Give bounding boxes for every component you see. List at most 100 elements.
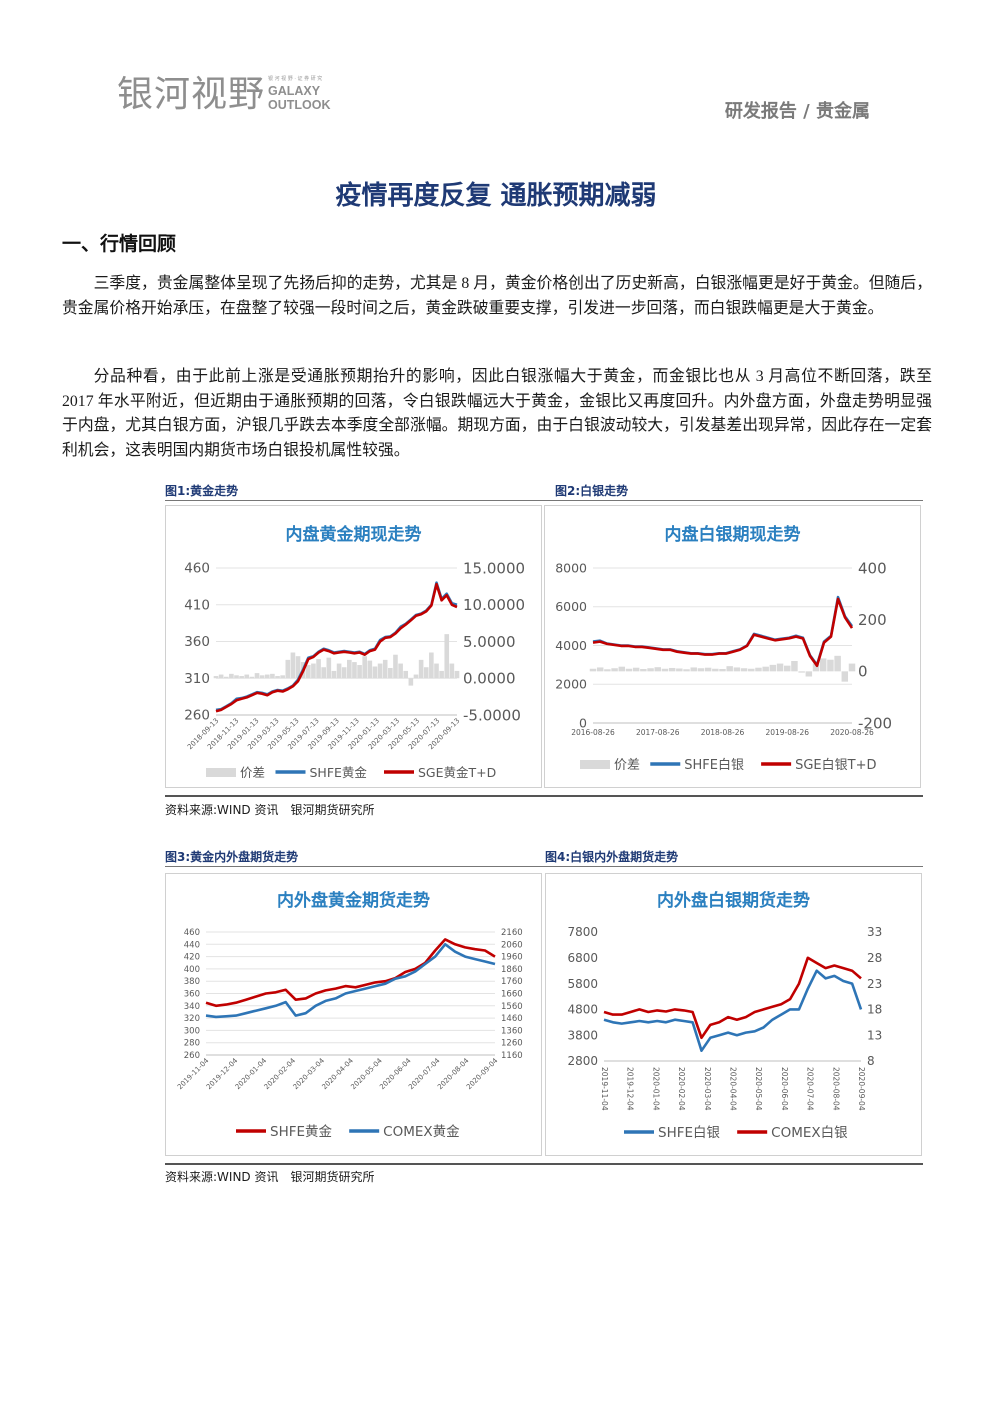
chart-2-spread-bar [798, 671, 805, 673]
chart-1-spread-bar [326, 657, 332, 679]
chart-1-spread-bar [439, 670, 444, 679]
chart-2-ytick-left: 2000 [555, 677, 587, 692]
chart-1-spread-bar [403, 670, 409, 679]
chart-4-ytick-right: 28 [867, 951, 882, 965]
chart-2-spread-bar [762, 666, 769, 672]
chart-2-ytick-right: 200 [858, 611, 887, 629]
chart-4-ytick-right: 8 [867, 1054, 875, 1068]
chart-2-spread-bar [611, 668, 618, 672]
chart-1-ytick-right: 5.0000 [463, 633, 516, 651]
chart-panel-1: 内盘黄金期现走势 460 410 360 310 260 15.0000 10.0000 5.0… [165, 505, 542, 788]
figure-row1-bottom-rule [165, 795, 923, 797]
chart-3-legend-label: SHFE黄金 [270, 1124, 333, 1140]
chart-2-ytick-left: 6000 [555, 599, 587, 614]
chart-4-series-0 [603, 969, 863, 1052]
chart-panel-4: 内外盘白银期货走势 7800 6800 5800 4800 3800 2800 33 28 23 1… [545, 873, 922, 1156]
chart-3-series-0 [205, 938, 496, 1008]
chart-2-spread-bar [704, 667, 712, 672]
chart-3-ytick-left: 320 [184, 1014, 200, 1024]
chart-2-spread-bar [848, 663, 856, 672]
chart-2-legend-label: SGE白银T+D [795, 757, 876, 773]
chart-2-ytick-left: 4000 [555, 638, 587, 653]
chart-1-ytick-left: 310 [184, 671, 210, 687]
chart-1-spread-bar [367, 660, 373, 679]
chart-3-ytick-right: 2160 [501, 928, 523, 938]
chart-2-spread-bar [784, 665, 791, 672]
chart-1-spread-bar [398, 663, 403, 679]
chart-1-spread-bar [377, 663, 383, 679]
chart-1-spread-bar [362, 656, 368, 679]
chart-2-spread-bar [740, 668, 748, 672]
chart-2-spread-bar [719, 669, 726, 672]
chart-1-spread-bar [454, 670, 460, 679]
chart-1-ytick-right: 0.0000 [463, 670, 516, 688]
chart-2-ytick-right: 0 [858, 663, 868, 681]
chart-1-ytick-right: -5.0000 [463, 706, 521, 724]
chart-2-spread-bar [769, 664, 777, 672]
chart-2-spread-bar [827, 659, 834, 672]
chart-1-ytick-right: 15.0000 [463, 559, 525, 577]
chart-2-spread-bar [604, 669, 611, 672]
chart-1-spread-bar [316, 659, 321, 679]
chart-2-spread-bar [791, 661, 798, 672]
chart-3-ytick-right: 2060 [501, 940, 523, 950]
chart-4-svg: 内外盘白银期货走势 7800 6800 5800 4800 3800 2800 33 28 23 1… [567, 890, 882, 1141]
chart-2-ytick-right: 400 [858, 559, 887, 577]
chart-2-ytick-left: 0 [579, 715, 587, 730]
chart-2-spread-bar [748, 668, 755, 672]
chart-2-svg: 内盘白银期现走势800060004000200004002000-2002016… [555, 524, 892, 773]
logo-tagline: 银 河 视 野 · 证 券 研 究 [268, 76, 323, 82]
chart-3-title: 内外盘黄金期货走势 [277, 890, 430, 911]
chart-1-title: 内盘黄金期现走势 [286, 524, 422, 545]
figure-2-caption: 图2:白银走势 [555, 484, 629, 498]
chart-1-spread-bar [418, 659, 424, 679]
chart-4-ytick-right: 33 [867, 925, 882, 939]
chart-3-ytick-left: 280 [184, 1039, 200, 1049]
chart-2-spread-bar [712, 668, 719, 672]
chart-2-spread-bar [690, 667, 697, 672]
chart-1-spread-bar [347, 659, 352, 679]
chart-1-spread-bar [223, 676, 229, 679]
chart-1-spread-bar [331, 670, 337, 679]
chart-1-spread-bar [218, 674, 224, 679]
chart-3-legend-label: COMEX黄金 [383, 1124, 460, 1140]
chart-1-ytick-right: 10.0000 [463, 596, 525, 614]
chart-3-ytick-right: 1760 [501, 977, 523, 987]
chart-4-xtick: 2020-08-04 [831, 1067, 840, 1111]
figure-row2-top-rule [165, 866, 923, 867]
chart-2-spread-bar [683, 669, 690, 672]
chart-1-spread-bar [249, 676, 255, 679]
chart-panel-3: 内外盘黄金期货走势 460 440 420 400 380 360 340 320 300 280 2… [165, 873, 542, 1156]
chart-3-ytick-right: 1160 [501, 1051, 523, 1061]
chart-2-spread-bar [589, 668, 597, 672]
chart-1-spread-bar [254, 673, 260, 679]
chart-1-spread-bar [449, 663, 455, 679]
chart-1-spread-bar [388, 667, 393, 679]
source-note-1: 资料来源:WIND 资讯 银河期货研究所 [165, 803, 375, 817]
chart-3-ytick-left: 340 [184, 1002, 200, 1012]
chart-2-spread-bar [640, 669, 647, 672]
chart-1-spread-bar [234, 675, 239, 679]
chart-1-spread-bar [239, 676, 244, 679]
logo-english: GALAXY OUTLOOK [268, 84, 331, 112]
chart-3-ytick-right: 1460 [501, 1014, 523, 1024]
chart-3-ytick-left: 360 [184, 989, 200, 999]
chart-4-series-1 [603, 956, 862, 1040]
chart-4-ytick-left: 7800 [567, 925, 598, 939]
chart-4-xtick: 2020-05-04 [754, 1067, 763, 1111]
chart-3-ytick-right: 1660 [501, 989, 523, 999]
chart-3-xtick: 2020-09-04 [465, 1056, 500, 1091]
chart-1-legend-label: SGE黄金T+D [418, 765, 496, 780]
chart-4-xtick: 2020-04-04 [729, 1067, 738, 1111]
chart-1-svg: 内盘黄金期现走势 460 410 360 310 260 15.0000 10.0000 5.0… [184, 524, 525, 780]
chart-1-series-1 [215, 581, 458, 712]
chart-1-spread-bar [352, 662, 357, 679]
logo-text: 银河视野 [117, 74, 266, 115]
chart-4-ytick-left: 2800 [567, 1054, 598, 1068]
chart-3-ytick-right: 1360 [501, 1026, 523, 1036]
chart-1-ytick-left: 410 [184, 597, 210, 613]
chart-4-ytick-left: 6800 [567, 951, 598, 965]
chart-2-spread-bar [834, 655, 841, 672]
chart-2-spread-bar [632, 667, 640, 672]
chart-1-spread-bar [382, 659, 388, 679]
